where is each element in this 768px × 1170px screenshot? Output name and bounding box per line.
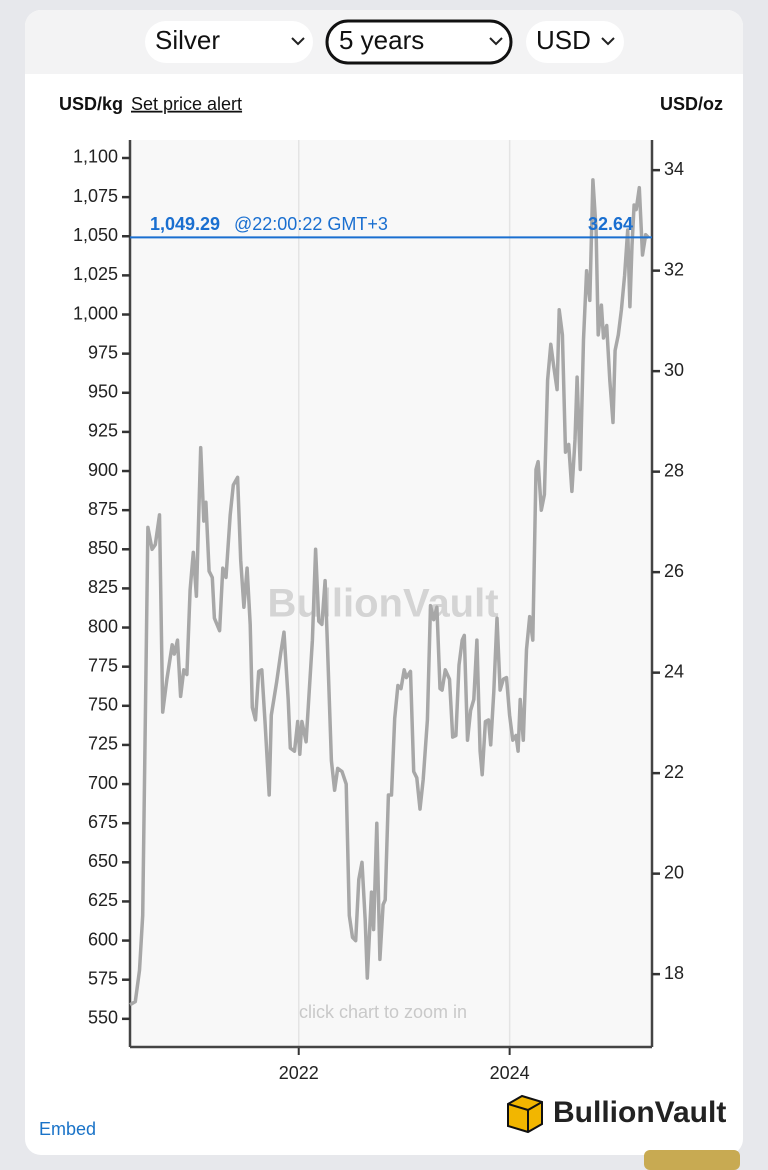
zoom-hint: click chart to zoom in xyxy=(299,1002,467,1022)
alert-link[interactable]: Set price alert xyxy=(131,94,242,114)
y-tick-label: 725 xyxy=(88,734,118,754)
y-tick-label: 850 xyxy=(88,538,118,558)
y2-tick-label: 24 xyxy=(664,661,684,681)
current-oz-label: 32.64 xyxy=(588,214,633,234)
y-tick-label: 1,050 xyxy=(73,225,118,245)
x-tick-label: 2022 xyxy=(279,1063,319,1083)
y2-tick-label: 26 xyxy=(664,561,684,581)
y2-tick-label: 30 xyxy=(664,360,684,380)
y-tick-label: 650 xyxy=(88,851,118,871)
currency-label: USD xyxy=(536,25,591,55)
currency-select[interactable]: USD xyxy=(526,21,624,63)
y-tick-label: 1,000 xyxy=(73,303,118,323)
y-tick-label: 900 xyxy=(88,460,118,480)
period-label: 5 years xyxy=(339,25,424,55)
corner-button[interactable] xyxy=(644,1150,740,1170)
y-tick-label: 625 xyxy=(88,890,118,910)
y-tick-label: 825 xyxy=(88,577,118,597)
y2-tick-label: 32 xyxy=(664,259,684,279)
y-tick-label: 675 xyxy=(88,812,118,832)
y-tick-label: 1,100 xyxy=(73,147,118,167)
y2-tick-label: 22 xyxy=(664,762,684,782)
y2-tick-label: 34 xyxy=(664,159,684,179)
current-price-label: 1,049.29 xyxy=(150,214,220,234)
y-tick-label: 550 xyxy=(88,1008,118,1028)
metal-label: Silver xyxy=(155,25,220,55)
y2-tick-label: 18 xyxy=(664,963,684,983)
y-axis-label: USD/kg xyxy=(59,94,123,114)
y-tick-label: 800 xyxy=(88,616,118,636)
period-select[interactable]: 5 years xyxy=(325,19,513,65)
y-tick-label: 1,075 xyxy=(73,186,118,206)
y-tick-label: 975 xyxy=(88,342,118,362)
logo-text: BullionVault xyxy=(553,1096,726,1129)
y-tick-label: 1,025 xyxy=(73,264,118,284)
y-tick-label: 925 xyxy=(88,421,118,441)
y-tick-label: 950 xyxy=(88,382,118,402)
watermark: BullionVault xyxy=(267,582,498,626)
current-time-label: @22:00:22 GMT+3 xyxy=(234,214,388,234)
logo: BullionVault xyxy=(507,1094,726,1134)
y-tick-label: 575 xyxy=(88,968,118,988)
y-tick-label: 700 xyxy=(88,773,118,793)
y2-axis-label: USD/oz xyxy=(660,94,723,114)
y-tick-label: 875 xyxy=(88,499,118,519)
embed-link[interactable]: Embed xyxy=(39,1119,96,1139)
plot-area[interactable] xyxy=(130,140,652,1047)
y-tick-label: 600 xyxy=(88,929,118,949)
y2-tick-label: 20 xyxy=(664,862,684,882)
x-tick-label: 2024 xyxy=(490,1063,530,1083)
y-tick-label: 775 xyxy=(88,655,118,675)
price-line xyxy=(129,178,651,1007)
y-tick-label: 750 xyxy=(88,695,118,715)
y2-tick-label: 28 xyxy=(664,460,684,480)
metal-select[interactable]: Silver xyxy=(145,21,313,63)
